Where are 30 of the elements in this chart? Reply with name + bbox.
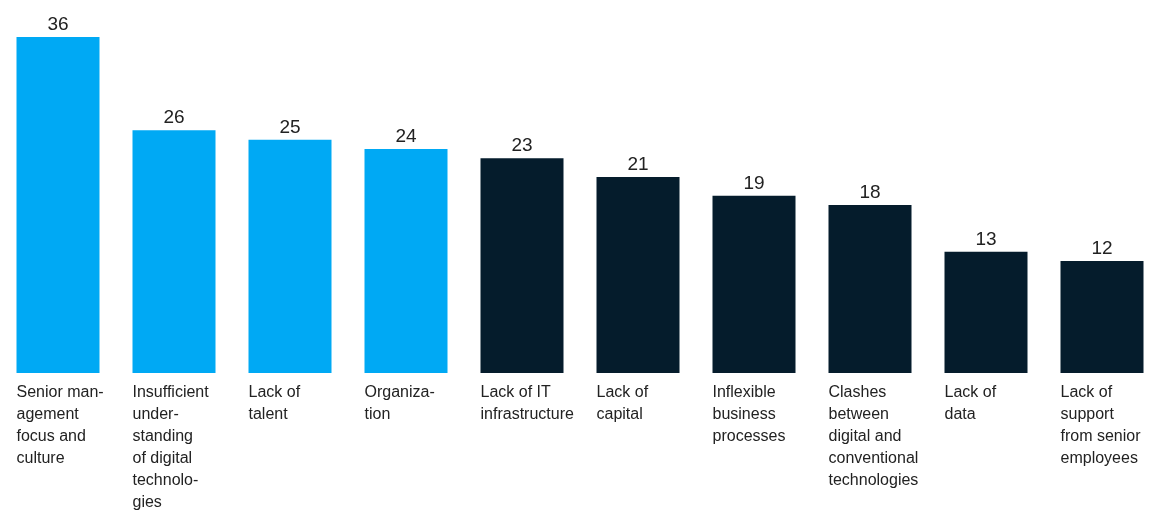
x-tick-label: Lack of capital: [596, 382, 649, 422]
bar: [480, 158, 564, 373]
x-tick-label: Organiza- tion: [364, 382, 435, 422]
bar: [248, 139, 332, 373]
bar: [1060, 261, 1144, 373]
x-tick-label: Lack of talent: [248, 382, 301, 422]
data-label: 19: [743, 171, 765, 193]
bar: [828, 205, 912, 373]
x-tick-label: Senior man- agement focus and culture: [16, 382, 104, 466]
bar: [712, 195, 796, 373]
data-label: 36: [47, 13, 69, 34]
bar: [596, 177, 680, 373]
data-label: 13: [975, 227, 997, 249]
x-tick-label: Lack of data: [944, 382, 997, 422]
data-label: 21: [627, 153, 649, 174]
x-tick-label: Lack of IT infrastructure: [480, 382, 574, 422]
x-tick-label: Clashes between digital and conventional technologies: [828, 382, 919, 488]
x-tick-label: Insufficient under- standing of digital technolo- gies: [132, 382, 210, 510]
data-label: 12: [1091, 237, 1113, 258]
data-label: 24: [395, 125, 417, 146]
x-tick-label: Inflexible business processes: [712, 382, 786, 444]
data-label: 25: [279, 115, 301, 137]
bar: [132, 130, 216, 373]
bar: [944, 251, 1028, 373]
data-label: 26: [163, 106, 185, 128]
x-tick-label: Lack of support from senior employees: [1060, 382, 1142, 466]
data-label: 23: [511, 134, 533, 156]
bar: [16, 37, 100, 373]
bar: [364, 149, 448, 373]
data-label: 18: [859, 181, 881, 202]
